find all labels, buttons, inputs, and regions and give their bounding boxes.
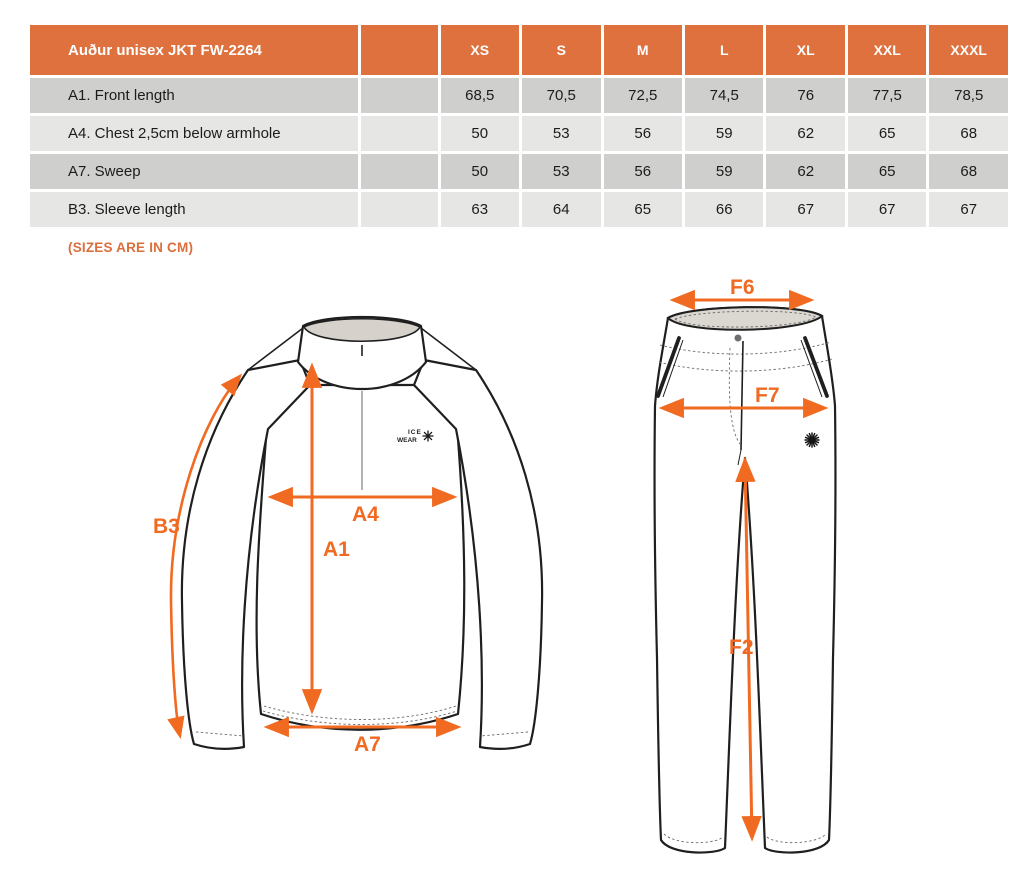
arrow-f2-inseam [735,456,762,842]
size-header-l: L [684,25,764,75]
cell-value: 62 [766,116,845,151]
cell-value: 56 [603,154,682,189]
waist-button [734,334,742,342]
pants-diagram: F6 F7 F2 [653,278,837,854]
arrow-b3-sleeve [167,373,243,740]
jacket-measurement-arrows: B3 A4 A1 A7 [153,362,462,756]
table-row-chest: A4. Chest 2,5cm below armhole 50 53 56 5… [30,116,1008,151]
spacer-header-cell [361,25,438,75]
label-a4: A4 [352,503,379,526]
cell-value: 72,5 [603,78,682,113]
snowflake-icon [422,430,434,442]
cell-value: 63 [440,192,520,227]
cell-value: 50 [440,154,520,189]
cell-value: 53 [522,116,601,151]
cell-value: 67 [847,192,927,227]
cell-value: 76 [766,78,845,113]
table-header-row: Auður unisex JKT FW-2264 XS S M L XL XXL… [30,25,1008,75]
cell-value: 59 [684,116,764,151]
row-label: B3. Sleeve length [30,192,359,227]
snowflake-icon [804,432,820,448]
label-b3: B3 [153,515,180,538]
cell-value: 67 [929,192,1008,227]
row-label: A7. Sweep [30,154,359,189]
label-a7: A7 [354,733,381,756]
cell-value: 77,5 [847,78,927,113]
cell-value: 64 [522,192,601,227]
cell-value: 59 [684,154,764,189]
spacer-cell [361,78,438,113]
cell-value: 67 [766,192,845,227]
product-title: Auður unisex JKT FW-2264 [30,25,359,75]
cell-value: 70,5 [522,78,601,113]
size-header-s: S [522,25,601,75]
jacket-diagram: ICE WEAR B3 A4 A1 A7 [153,315,544,756]
cell-value: 68 [929,116,1008,151]
label-a1: A1 [323,538,350,561]
icewear-logo: ICE WEAR [397,429,434,444]
pants-body-drawing [653,306,837,854]
jacket-collar-drawing [296,315,428,490]
cell-value: 74,5 [684,78,764,113]
cell-value: 66 [684,192,764,227]
spacer-cell [361,154,438,189]
spacer-cell [361,192,438,227]
right-pocket-welt [803,336,829,398]
cell-value: 68 [929,154,1008,189]
size-header-xl: XL [766,25,845,75]
size-header-xxl: XXL [847,25,927,75]
row-label: A1. Front length [30,78,359,113]
spacer-cell [361,116,438,151]
cell-value: 53 [522,154,601,189]
size-header-xs: XS [440,25,520,75]
size-header-xxxl: XXXL [929,25,1008,75]
left-pocket-welt [656,336,681,398]
sizes-in-cm-note: (SIZES ARE IN CM) [68,240,194,255]
cell-value: 65 [847,154,927,189]
logo-text-wear: WEAR [397,437,417,444]
cell-value: 78,5 [929,78,1008,113]
label-f2: F2 [729,636,754,659]
cell-value: 68,5 [440,78,520,113]
cell-value: 56 [603,116,682,151]
logo-text-ice: ICE [408,429,422,436]
cell-value: 62 [766,154,845,189]
label-f7: F7 [755,384,780,407]
size-header-m: M [603,25,682,75]
cell-value: 65 [847,116,927,151]
size-chart-table: Auður unisex JKT FW-2264 XS S M L XL XXL… [27,22,1011,230]
table-row-front-length: A1. Front length 68,5 70,5 72,5 74,5 76 … [30,78,1008,113]
table-row-sweep: A7. Sweep 50 53 56 59 62 65 68 [30,154,1008,189]
pants-measurement-arrows: F6 F7 F2 [658,278,829,842]
table-row-sleeve-length: B3. Sleeve length 63 64 65 66 67 67 67 [30,192,1008,227]
cell-value: 50 [440,116,520,151]
label-f6: F6 [730,278,755,299]
row-label: A4. Chest 2,5cm below armhole [30,116,359,151]
jacket-body-drawing [255,383,466,731]
cell-value: 65 [603,192,682,227]
